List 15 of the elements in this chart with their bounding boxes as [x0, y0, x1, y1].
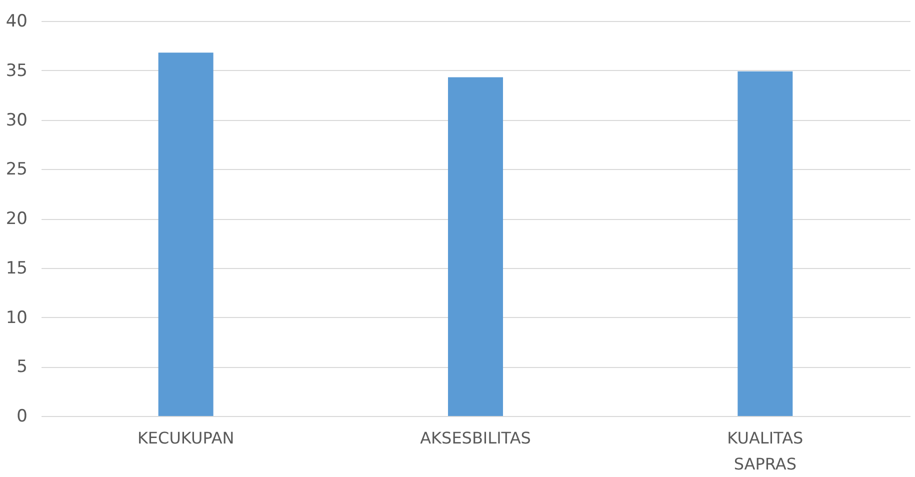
y-tick-label: 35: [6, 60, 28, 81]
bar: [738, 71, 793, 416]
x-tick-label: AKSESBILITAS: [420, 428, 531, 448]
x-tick-label: KUALITAS SAPRAS: [727, 428, 804, 474]
bar: [448, 77, 503, 416]
y-tick-label: 10: [6, 308, 28, 328]
y-tick-label: 40: [6, 12, 28, 32]
y-tick-label: 0: [16, 406, 28, 426]
x-tick-label: KECUKUPAN: [137, 428, 234, 448]
y-tick-label: 30: [6, 110, 28, 130]
y-tick-label: 20: [6, 209, 28, 229]
bar: [158, 52, 214, 416]
y-tick-label: 25: [6, 160, 28, 180]
y-tick-label: 15: [6, 258, 28, 278]
y-tick-label: 5: [16, 357, 28, 378]
